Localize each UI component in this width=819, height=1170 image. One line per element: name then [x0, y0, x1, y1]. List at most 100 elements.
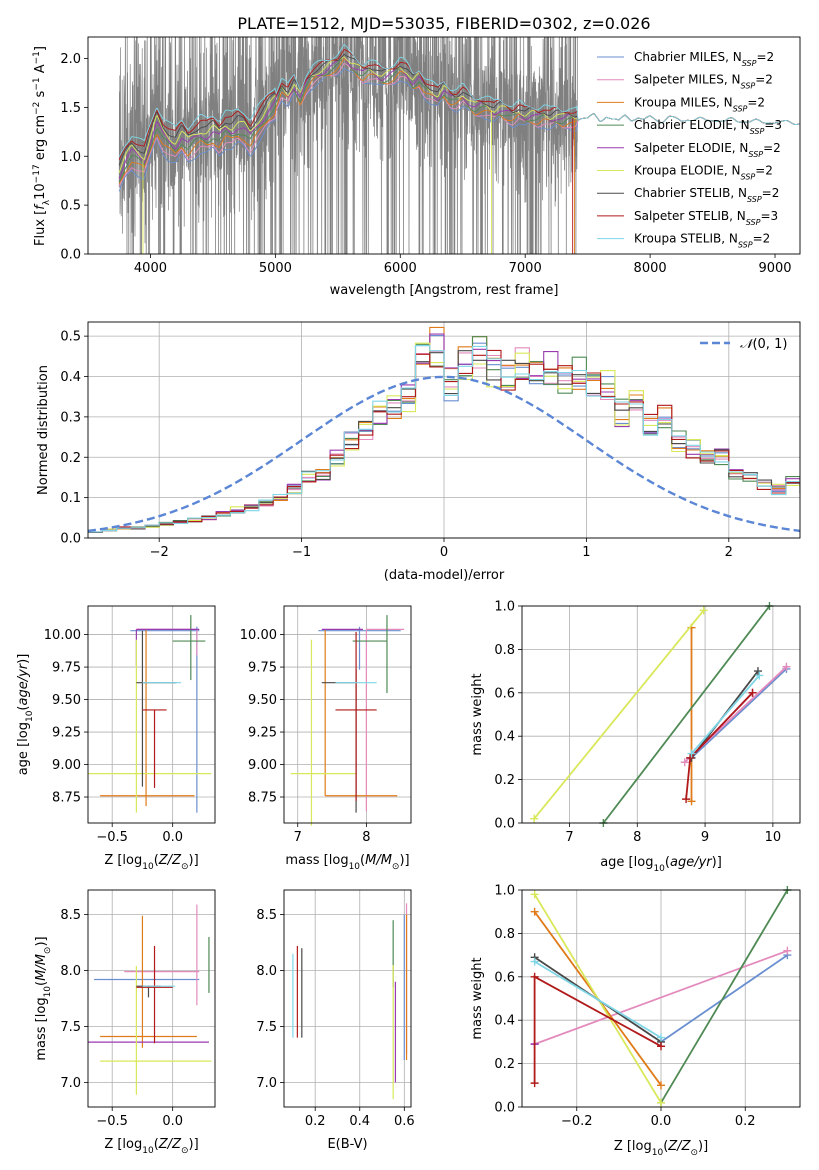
weight-line — [533, 893, 662, 1104]
tick-label-y: 10.00 — [240, 628, 277, 643]
tick-label-y: 9.00 — [248, 758, 277, 773]
gaussian-line — [87, 375, 801, 533]
weight-marker — [686, 753, 695, 762]
weight-marker — [755, 671, 764, 680]
spectrum-legend: Chabrier MILES, NSSP=2 Salpeter MILES, NS… — [597, 50, 782, 249]
tick-label-y: 7.5 — [256, 1020, 277, 1035]
axes-frame — [521, 605, 801, 824]
y-axis-label: mass weight — [470, 673, 485, 755]
tick-label-y: 0.0 — [60, 248, 81, 263]
tick-label-x: 0.4 — [349, 1114, 370, 1129]
tick-label-x: 6000 — [384, 261, 417, 276]
tick-label-y: 0.3 — [60, 410, 81, 425]
legend-label: Kroupa MILES, NSSP=2 — [634, 95, 765, 113]
tick-label-y: 8.0 — [256, 964, 277, 979]
legend-label: Salpeter ELODIE, NSSP=2 — [634, 141, 781, 159]
tick-label-y: 9.50 — [52, 693, 81, 708]
tick-label-x: 7 — [294, 830, 302, 845]
weight-marker — [530, 957, 539, 966]
tick-label-x: −0.5 — [96, 830, 128, 845]
axes-weight_vs_Z: −0.2 0.0 0.2 0.0 0.2 0.4 0.6 0.8 1.0 — [494, 884, 800, 1129]
figure-title: PLATE=1512, MJD=53035, FIBERID=0302, z=0… — [237, 14, 650, 33]
tick-label-y: 0.2 — [494, 1057, 515, 1072]
errorbar-point — [352, 615, 388, 694]
weight-marker — [782, 662, 791, 671]
tick-label-y: 0.2 — [60, 451, 81, 466]
weight-line — [534, 949, 788, 1045]
tick-label-y: 1.0 — [60, 150, 81, 165]
y-axis-label: age [log10(age/yr)] — [16, 654, 35, 776]
errorbar-point — [88, 639, 212, 813]
weight-marker — [783, 946, 792, 955]
tick-label-x: 7 — [565, 830, 573, 845]
tick-label-y: 0.8 — [494, 643, 515, 658]
tick-label-x: 0.2 — [305, 1114, 326, 1129]
weight-marker — [530, 1079, 539, 1088]
weight-line — [533, 609, 705, 820]
tick-label-x: 10 — [765, 830, 782, 845]
weight-marker — [682, 795, 691, 804]
legend-label: Kroupa ELODIE, NSSP=2 — [634, 164, 773, 182]
tick-label-y: 7.0 — [256, 1076, 277, 1091]
weight-line — [690, 674, 760, 755]
legend-label: Chabrier MILES, NSSP=2 — [634, 50, 774, 68]
tick-label-x: 8 — [362, 830, 370, 845]
legend-label: Chabrier ELODIE, NSSP=3 — [634, 118, 782, 136]
tick-label-y: 7.0 — [60, 1076, 81, 1091]
tick-label-y: 0.0 — [494, 817, 515, 832]
tick-label-y: 0.5 — [60, 330, 81, 345]
histogram-line — [88, 345, 800, 533]
tick-label-y: 8.75 — [248, 791, 277, 806]
weight-marker — [530, 890, 539, 899]
x-axis-label: E(B-V) — [327, 1137, 367, 1152]
tick-label-y: 0.0 — [60, 532, 81, 547]
axes-mass_vs_ebv: 0.2 0.4 0.6 7.0 7.5 8.0 8.5 — [256, 890, 415, 1129]
weight-marker — [680, 758, 689, 767]
tick-label-x: 8000 — [634, 261, 667, 276]
legend-label: Salpeter MILES, NSSP=2 — [634, 73, 773, 91]
tick-label-y: 0.6 — [494, 970, 515, 985]
tick-label-y: 0.0 — [494, 1101, 515, 1116]
tick-label-x: 0.6 — [394, 1114, 415, 1129]
errorbar-point — [136, 630, 177, 787]
tick-label-y: 0.8 — [494, 927, 515, 942]
tick-label-x: 9 — [701, 830, 709, 845]
errorbar-point — [172, 615, 206, 681]
y-axis-label: mass [log10(M/M⊙)] — [34, 936, 53, 1060]
weight-marker — [748, 688, 757, 697]
histogram-line — [88, 347, 800, 533]
tick-label-y: 0.2 — [494, 773, 515, 788]
tick-label-y: 1.0 — [494, 884, 515, 899]
tick-label-y: 9.25 — [52, 726, 81, 741]
axes-frame — [283, 889, 412, 1108]
weight-marker — [687, 797, 696, 806]
tick-label-y: 9.00 — [52, 758, 81, 773]
x-axis-label: (data-model)/error — [384, 568, 505, 583]
tick-label-y: 0.4 — [60, 370, 81, 385]
tick-label-x: 7000 — [509, 261, 542, 276]
errorbar-point — [365, 628, 405, 812]
tick-label-x: −0.5 — [96, 1114, 128, 1129]
weight-line — [690, 668, 788, 759]
errorbar-point — [136, 628, 198, 656]
tick-label-x: −0.2 — [561, 1114, 593, 1129]
weight-marker — [687, 749, 696, 758]
axes-mass_vs_Z: −0.5 0.0 7.0 7.5 8.0 8.5 — [60, 890, 215, 1129]
tick-label-y: 8.0 — [60, 964, 81, 979]
axes-frame — [87, 321, 801, 539]
tick-label-x: 0.0 — [162, 1114, 183, 1129]
y-axis-label: Normed distribution — [36, 365, 51, 495]
axes-weight_vs_age: 7 8 9 10 0.0 0.2 0.4 0.6 0.8 1.0 — [494, 600, 800, 845]
tick-label-x: 0.2 — [735, 1114, 756, 1129]
weight-marker — [657, 1098, 665, 1107]
x-axis-label: mass [log10(M/M⊙)] — [285, 853, 409, 872]
errorbar-point — [100, 966, 212, 1095]
tick-label-y: 0.5 — [60, 199, 81, 214]
y-axis-label: Flux [fλ10−17 erg cm−2 s−1 A−1] — [32, 46, 52, 246]
legend-label: Kroupa STELIB, NSSP=2 — [634, 232, 770, 250]
legend-label: Salpeter STELIB, NSSP=3 — [634, 209, 778, 227]
errorbar-point — [124, 904, 200, 1006]
tick-label-x: 5000 — [259, 261, 292, 276]
tick-label-x: 2 — [725, 545, 733, 560]
